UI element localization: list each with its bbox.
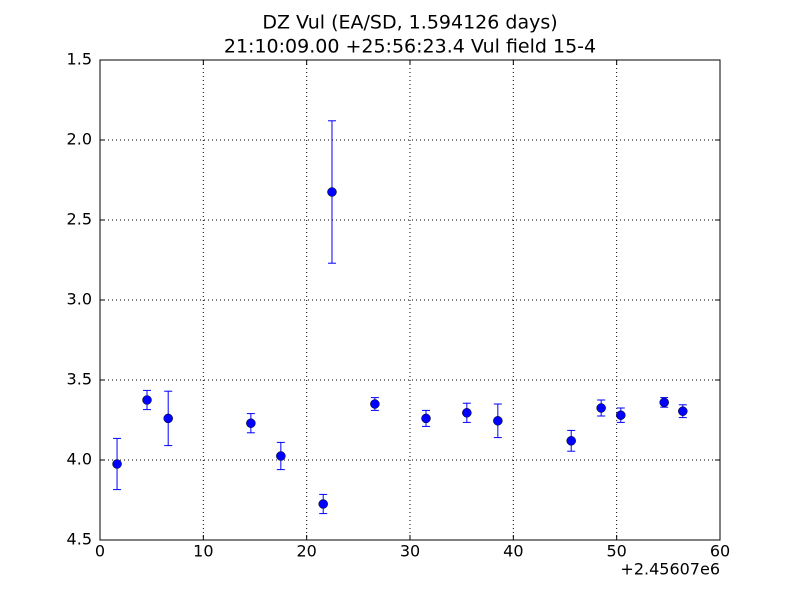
data-point	[318, 499, 328, 509]
chart-subtitle: 21:10:09.00 +25:56:23.4 Vul field 15-4	[224, 36, 596, 58]
data-point	[142, 395, 152, 405]
data-point	[370, 399, 380, 409]
y-tick-label: 4.5	[67, 530, 92, 549]
x-offset-label: +2.45607e6	[620, 560, 720, 579]
plot-frame	[99, 59, 721, 541]
x-tick-label: 20	[296, 542, 316, 561]
x-tick-label: 10	[193, 542, 213, 561]
data-point	[596, 403, 606, 413]
data-point	[246, 418, 256, 428]
x-tick-label: 0	[95, 542, 105, 561]
y-tick-label: 2.0	[67, 130, 92, 149]
data-point	[678, 406, 688, 416]
data-point	[112, 459, 122, 469]
x-tick-label: 50	[606, 542, 626, 561]
data-point	[566, 436, 576, 446]
data-point	[616, 410, 626, 420]
x-tick-label: 40	[503, 542, 523, 561]
y-tick-label: 1.5	[67, 50, 92, 69]
chart-title: DZ Vul (EA/SD, 1.594126 days)	[262, 12, 557, 34]
y-tick-label: 3.0	[67, 290, 92, 309]
data-point	[493, 416, 503, 426]
data-point	[276, 451, 286, 461]
y-tick-label: 3.5	[67, 370, 92, 389]
y-tick-label: 4.0	[67, 450, 92, 469]
y-tick-label: 2.5	[67, 210, 92, 229]
x-tick-label: 60	[710, 542, 730, 561]
data-point	[462, 408, 472, 418]
data-point	[421, 413, 431, 424]
data-point	[327, 187, 337, 197]
data-point	[163, 413, 173, 424]
data-point	[659, 397, 669, 408]
x-tick-label: 30	[400, 542, 420, 561]
